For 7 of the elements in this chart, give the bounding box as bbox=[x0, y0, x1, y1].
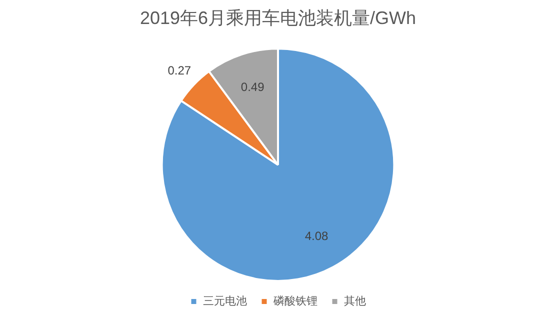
data-label: 4.08 bbox=[304, 228, 329, 243]
legend-label: 三元电池 bbox=[202, 294, 247, 308]
data-label: 0.49 bbox=[240, 80, 265, 94]
legend-label: 其他 bbox=[344, 294, 366, 308]
data-label: 0.27 bbox=[168, 64, 192, 78]
chart-title: 2019年6月乘用车电池装机量/GWh bbox=[140, 8, 416, 28]
legend-label: 磷酸铁锂 bbox=[272, 294, 318, 308]
